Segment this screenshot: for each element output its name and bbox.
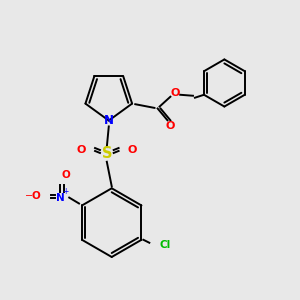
Text: O: O (171, 88, 180, 98)
Text: −: − (25, 190, 33, 201)
Text: O: O (62, 170, 70, 180)
Text: N: N (104, 114, 114, 127)
Text: S: S (102, 146, 112, 161)
Text: N: N (56, 193, 65, 202)
Text: O: O (128, 145, 137, 155)
Text: O: O (32, 190, 40, 201)
Text: Cl: Cl (159, 240, 171, 250)
Text: +: + (62, 187, 68, 196)
Text: O: O (166, 121, 175, 131)
Text: O: O (76, 145, 86, 155)
